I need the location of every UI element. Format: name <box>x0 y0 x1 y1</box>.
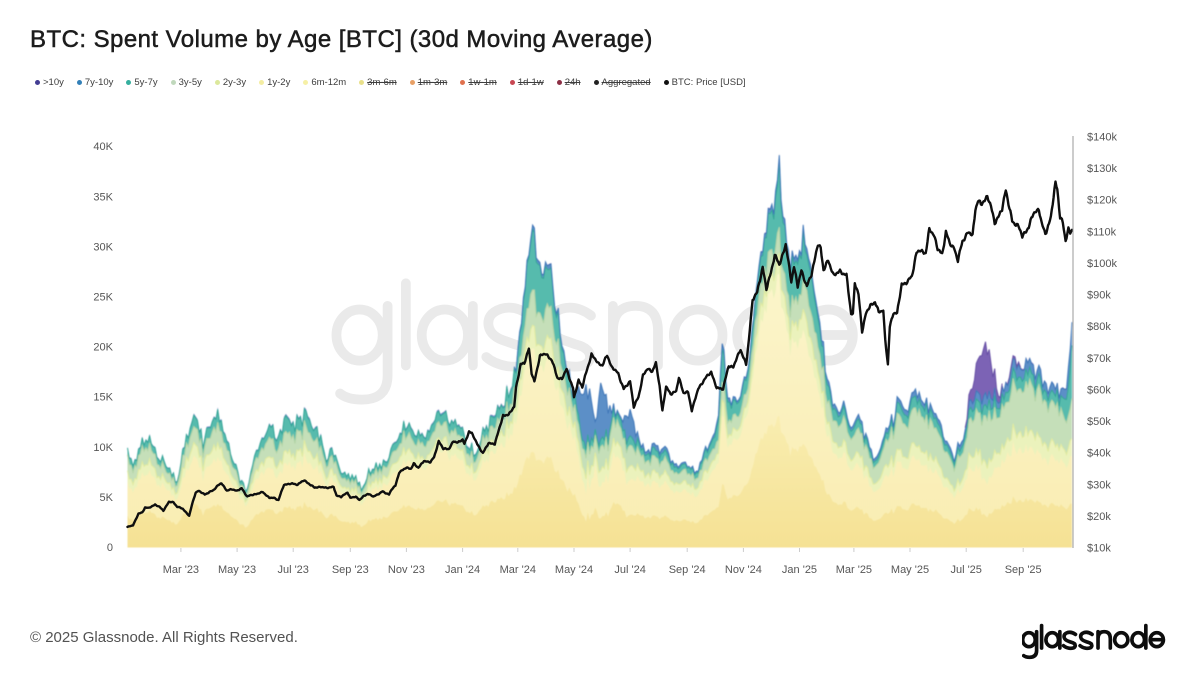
svg-text:$130k: $130k <box>1087 163 1117 175</box>
svg-text:$70k: $70k <box>1087 353 1111 365</box>
svg-text:40K: 40K <box>93 141 113 153</box>
svg-text:$110k: $110k <box>1087 226 1117 238</box>
svg-text:May '25: May '25 <box>891 564 929 576</box>
svg-text:$90k: $90k <box>1087 290 1111 302</box>
svg-text:Nov '24: Nov '24 <box>725 564 762 576</box>
svg-text:30K: 30K <box>93 241 113 253</box>
svg-text:Mar '24: Mar '24 <box>500 564 536 576</box>
svg-text:Jan '25: Jan '25 <box>782 564 817 576</box>
svg-text:0: 0 <box>107 542 113 554</box>
svg-text:$100k: $100k <box>1087 258 1117 270</box>
svg-text:Sep '25: Sep '25 <box>1005 564 1042 576</box>
svg-text:$80k: $80k <box>1087 321 1111 333</box>
svg-text:25K: 25K <box>93 292 113 304</box>
svg-text:20K: 20K <box>93 342 113 354</box>
svg-text:$50k: $50k <box>1087 416 1111 428</box>
svg-text:$40k: $40k <box>1087 448 1111 460</box>
svg-text:Sep '23: Sep '23 <box>332 564 369 576</box>
svg-text:5K: 5K <box>100 492 114 504</box>
svg-text:$140k: $140k <box>1087 131 1117 143</box>
svg-text:$20k: $20k <box>1087 511 1111 523</box>
svg-text:Sep '24: Sep '24 <box>669 564 706 576</box>
svg-text:Jan '24: Jan '24 <box>445 564 480 576</box>
svg-text:Nov '23: Nov '23 <box>388 564 425 576</box>
svg-text:10K: 10K <box>93 442 113 454</box>
svg-text:Jul '24: Jul '24 <box>614 564 645 576</box>
svg-text:35K: 35K <box>93 191 113 203</box>
svg-text:Mar '23: Mar '23 <box>163 564 199 576</box>
svg-text:$60k: $60k <box>1087 384 1111 396</box>
svg-text:Mar '25: Mar '25 <box>836 564 872 576</box>
svg-text:$120k: $120k <box>1087 195 1117 207</box>
svg-text:May '24: May '24 <box>555 564 593 576</box>
svg-text:15K: 15K <box>93 392 113 404</box>
svg-text:$10k: $10k <box>1087 543 1111 555</box>
svg-text:Jul '25: Jul '25 <box>950 564 981 576</box>
svg-text:$30k: $30k <box>1087 479 1111 491</box>
svg-text:May '23: May '23 <box>218 564 256 576</box>
svg-text:Jul '23: Jul '23 <box>277 564 308 576</box>
